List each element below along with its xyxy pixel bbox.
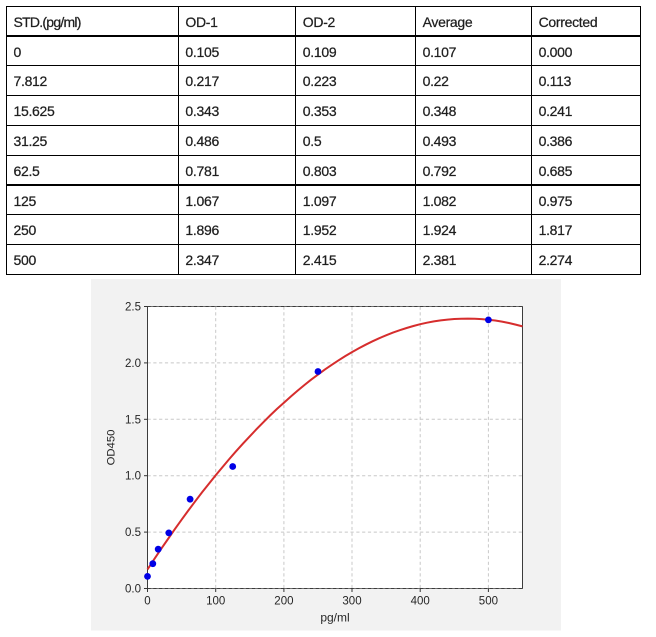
svg-text:OD450: OD450 [106,430,118,466]
svg-text:0.5: 0.5 [125,527,141,539]
svg-text:2.0: 2.0 [125,358,141,370]
svg-text:0: 0 [144,596,150,608]
svg-text:200: 200 [274,596,293,608]
svg-text:300: 300 [342,596,361,608]
svg-text:2.5: 2.5 [125,302,141,314]
svg-text:400: 400 [411,596,430,608]
svg-text:1.5: 1.5 [125,414,141,426]
svg-text:0.0: 0.0 [125,584,141,596]
svg-text:500: 500 [479,596,498,608]
svg-text:1.0: 1.0 [125,471,141,483]
svg-text:pg/ml: pg/ml [320,611,349,625]
svg-text:100: 100 [206,596,225,608]
